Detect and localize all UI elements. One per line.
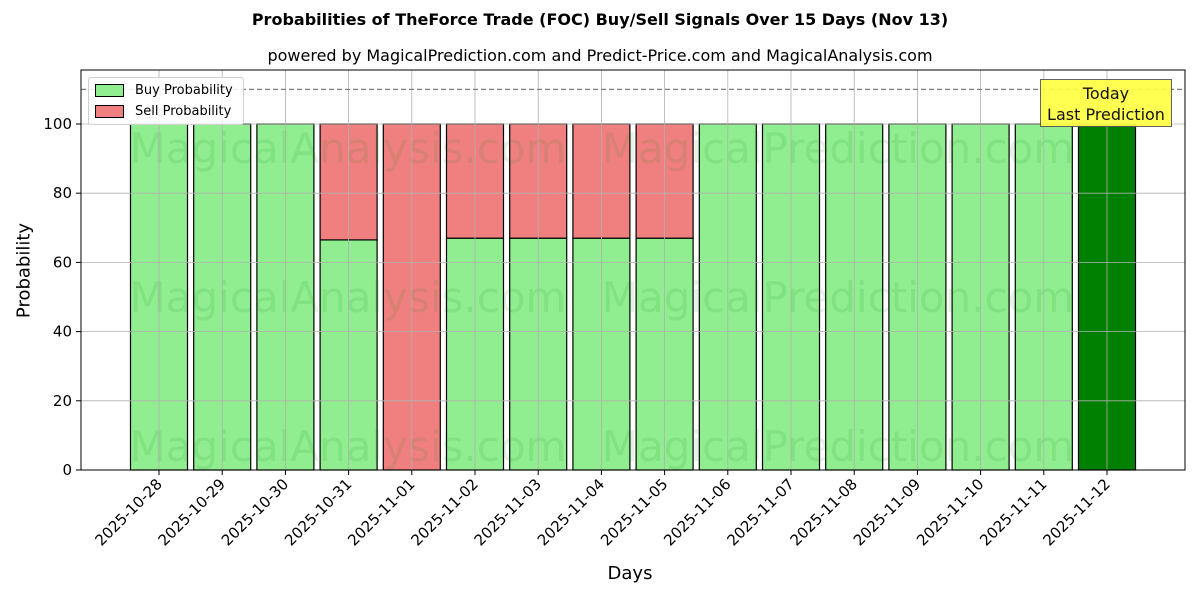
x-tick-label: 2025-11-02 bbox=[407, 475, 481, 549]
x-tick-label: 2025-11-01 bbox=[344, 475, 418, 549]
y-axis-label: Probability bbox=[13, 222, 35, 319]
watermark: MagicalAnalysis.com bbox=[130, 273, 567, 322]
last-prediction-label: Last Prediction bbox=[1047, 105, 1165, 124]
x-tick-label: 2025-11-04 bbox=[534, 475, 608, 549]
chart-title: Probabilities of TheForce Trade (FOC) Bu… bbox=[251, 10, 949, 29]
sell-swatch-icon bbox=[95, 105, 124, 118]
x-tick-label: 2025-10-29 bbox=[155, 475, 229, 549]
legend-item-buy: Buy Probability bbox=[95, 83, 233, 98]
watermark: MagicalAnalysis.com bbox=[130, 422, 567, 471]
x-tick-label: 2025-11-10 bbox=[913, 475, 987, 549]
x-tick-label: 2025-11-05 bbox=[597, 475, 671, 549]
x-tick-label: 2025-11-08 bbox=[787, 475, 861, 549]
x-tick-label: 2025-10-30 bbox=[218, 475, 292, 549]
x-axis-label: Days bbox=[607, 563, 653, 584]
x-tick-label: 2025-10-28 bbox=[91, 475, 165, 549]
watermark: MagicalPrediction.com bbox=[602, 124, 1075, 173]
y-tick-label: 20 bbox=[53, 392, 72, 410]
y-tick-label: 60 bbox=[53, 253, 72, 271]
x-tick-label: 2025-11-06 bbox=[660, 475, 734, 549]
x-tick-label: 2025-11-07 bbox=[723, 475, 797, 549]
x-tick-label: 2025-10-31 bbox=[281, 475, 355, 549]
x-tick-label: 2025-11-12 bbox=[1039, 475, 1113, 549]
y-tick-label: 0 bbox=[62, 461, 72, 479]
legend-item-sell: Sell Probability bbox=[95, 104, 231, 119]
watermark: MagicalAnalysis.com bbox=[130, 124, 567, 173]
today-annotation: Today Last Prediction bbox=[1040, 79, 1172, 127]
legend-sell-label: Sell Probability bbox=[135, 104, 232, 119]
today-label: Today bbox=[1082, 84, 1130, 103]
watermark: MagicalPrediction.com bbox=[602, 273, 1075, 322]
y-tick-label: 80 bbox=[53, 184, 72, 202]
x-tick-label: 2025-11-11 bbox=[976, 475, 1050, 549]
legend: Buy Probability Sell Probability bbox=[88, 77, 244, 125]
x-tick-label: 2025-11-09 bbox=[850, 475, 924, 549]
legend-buy-label: Buy Probability bbox=[135, 83, 233, 98]
x-tick-label: 2025-11-03 bbox=[471, 475, 545, 549]
y-tick-label: 40 bbox=[53, 323, 72, 341]
buy-swatch-icon bbox=[95, 84, 124, 97]
watermark: MagicalPrediction.com bbox=[602, 422, 1075, 471]
chart-subtitle: powered by MagicalPrediction.com and Pre… bbox=[267, 46, 933, 65]
y-tick-label: 100 bbox=[43, 115, 72, 133]
plot-frame bbox=[80, 69, 1186, 471]
